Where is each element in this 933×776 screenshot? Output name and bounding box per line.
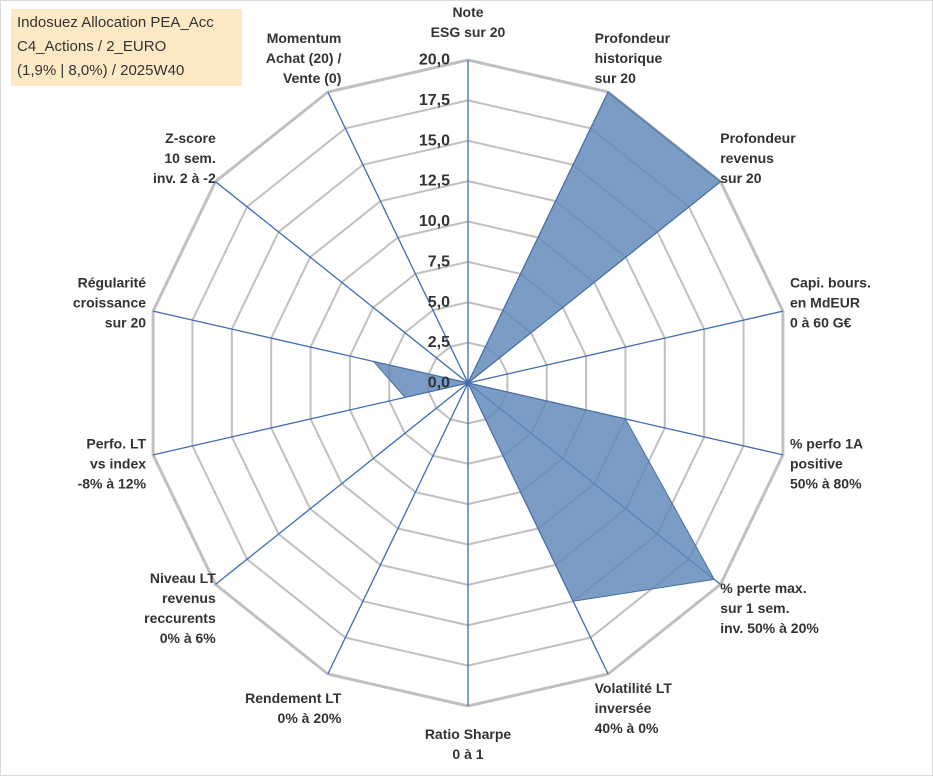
axis-label-3: Profondeur revenus sur 20: [720, 130, 796, 186]
axis-label-line: Capi. bours.: [790, 275, 871, 291]
axis-label-line: revenus: [162, 590, 216, 606]
tick-label: 17,5: [419, 92, 450, 109]
axis-labels: Note ESG sur 20 Profondeur historique sur 20…: [73, 4, 871, 762]
axis-label-12: Régularité croissance sur 20: [73, 275, 146, 331]
axis-label-line: % perte max.: [720, 580, 806, 596]
axis-label-line: Achat (20) /: [266, 50, 342, 66]
axis-label-line: sur 20: [595, 70, 636, 86]
chart-title-line-2: C4_Actions / 2_EURO: [17, 38, 167, 55]
axis-label-line: Z-score: [165, 130, 216, 146]
axis-label-line: Profondeur: [720, 130, 796, 146]
axis-label-line: 0 à 1: [452, 746, 483, 762]
axis-spoke-14: [327, 91, 469, 384]
axis-spoke-4: [467, 310, 784, 384]
axis-label-line: sur 20: [105, 315, 146, 331]
axis-label-line: Volatilité LT: [595, 680, 673, 696]
axis-label-line: inversée: [595, 700, 652, 716]
axis-label-9: Rendement LT 0% à 20%: [245, 690, 342, 726]
axis-label-5: % perfo 1A positive 50% à 80%: [790, 435, 863, 491]
axis-label-8: Ratio Sharpe 0 à 1: [425, 726, 512, 762]
radial-ticks: 0,0 2,5 5,0 7,5 10,0 12,5 15,0 17,5 20,0: [419, 52, 450, 392]
axis-label-line: Ratio Sharpe: [425, 726, 512, 742]
axis-label-line: historique: [595, 50, 663, 66]
axis-spoke-13: [215, 181, 469, 384]
axis-label-14: Momentum Achat (20) / Vente (0): [266, 30, 342, 86]
axis-label-line: Niveau LT: [150, 570, 216, 586]
axis-label-line: inv. 50% à 20%: [720, 620, 819, 636]
axis-label-line: Vente (0): [283, 70, 341, 86]
tick-label: 7,5: [428, 253, 450, 270]
axis-label-line: croissance: [73, 295, 146, 311]
axis-label-line: Rendement LT: [245, 690, 342, 706]
tick-label: 20,0: [419, 52, 450, 69]
tick-label: 15,0: [419, 132, 450, 149]
axis-label-1: Note ESG sur 20: [431, 4, 506, 40]
axis-label-7: Volatilité LT inversée 40% à 0%: [595, 680, 673, 736]
axis-label-line: -8% à 12%: [78, 475, 147, 491]
axis-label-line: % perfo 1A: [790, 435, 863, 451]
axis-label-line: 0 à 60 G€: [790, 315, 852, 331]
axis-label-10: Niveau LT revenus reccurents 0% à 6%: [144, 570, 216, 646]
axis-label-11: Perfo. LT vs index -8% à 12%: [78, 435, 147, 491]
axis-label-line: positive: [790, 455, 843, 471]
chart-title-box: Indosuez Allocation PEA_Acc C4_Actions /…: [11, 9, 242, 86]
tick-label: 5,0: [428, 294, 450, 311]
axis-label-6: % perte max. sur 1 sem. inv. 50% à 20%: [720, 580, 819, 636]
tick-label: 12,5: [419, 173, 450, 190]
axis-label-2: Profondeur historique sur 20: [595, 30, 671, 86]
axis-label-line: vs index: [90, 455, 146, 471]
axis-label-line: revenus: [720, 150, 774, 166]
axis-label-line: en MdEUR: [790, 295, 860, 311]
axis-label-line: ESG sur 20: [431, 24, 506, 40]
axis-spoke-9: [327, 382, 469, 675]
chart-title-line-3: (1,9% | 8,0%) / 2025W40: [17, 62, 185, 79]
tick-label: 2,5: [428, 334, 450, 351]
axis-label-line: 50% à 80%: [790, 475, 862, 491]
series-area: [373, 91, 722, 602]
axis-spoke-10: [215, 382, 469, 585]
axis-label-line: Note: [452, 4, 483, 20]
axis-label-line: Régularité: [78, 275, 147, 291]
axis-label-line: 0% à 6%: [160, 630, 217, 646]
axis-label-line: sur 20: [720, 170, 761, 186]
axis-label-line: Momentum: [267, 30, 342, 46]
axis-label-line: reccurents: [144, 610, 216, 626]
axis-label-line: inv. 2 à -2: [153, 170, 216, 186]
data-series: [373, 91, 722, 602]
axis-label-line: 40% à 0%: [595, 720, 659, 736]
tick-label: 0,0: [428, 375, 450, 392]
chart-title-line-1: Indosuez Allocation PEA_Acc: [17, 14, 214, 31]
tick-label: 10,0: [419, 213, 450, 230]
axis-label-line: 0% à 20%: [278, 710, 342, 726]
axis-label-line: Profondeur: [595, 30, 671, 46]
axis-label-line: Perfo. LT: [86, 435, 146, 451]
axis-label-line: 10 sem.: [164, 150, 215, 166]
axis-label-4: Capi. bours. en MdEUR 0 à 60 G€: [790, 275, 871, 331]
axis-label-line: sur 1 sem.: [720, 600, 789, 616]
axis-label-13: Z-score 10 sem. inv. 2 à -2: [153, 130, 216, 186]
